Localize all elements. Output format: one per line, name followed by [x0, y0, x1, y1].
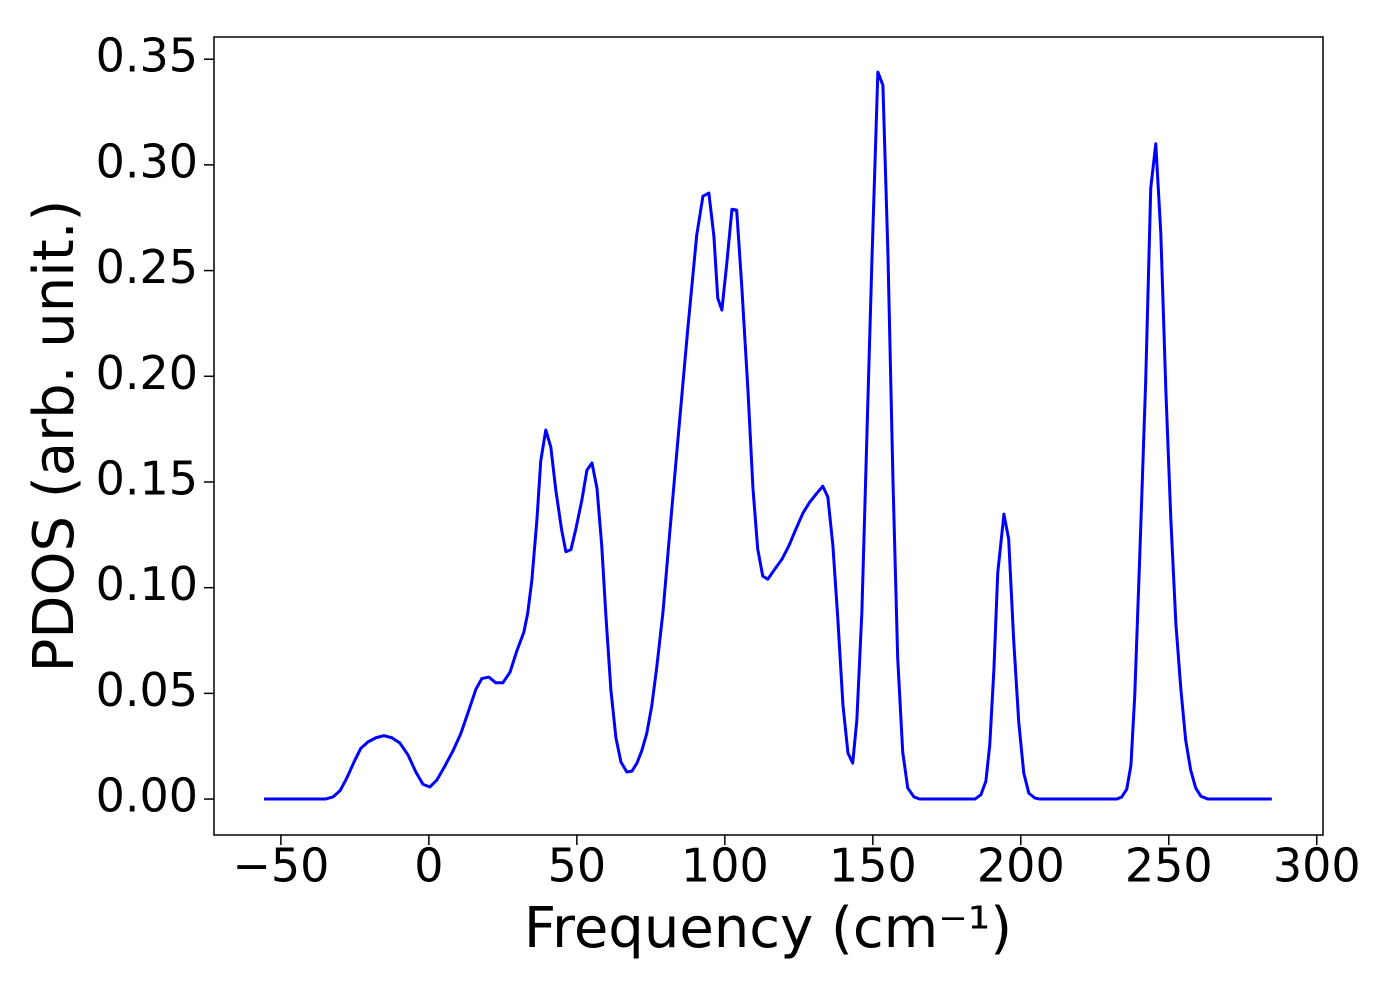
x-axis-label: Frequency (cm⁻¹) — [524, 896, 1012, 961]
x-tick-label: 0 — [414, 839, 443, 893]
y-tick-label: 0.05 — [96, 663, 198, 717]
y-tick-label: 0.35 — [96, 29, 198, 83]
x-tick-label: 250 — [1125, 839, 1213, 893]
y-axis-label: PDOS (arb. unit.) — [22, 200, 87, 673]
x-tick-label: 200 — [977, 839, 1065, 893]
x-tick-label: 100 — [681, 839, 769, 893]
y-tick-label: 0.25 — [96, 240, 198, 294]
y-tick-label: 0.30 — [96, 134, 198, 188]
x-tick-label: 50 — [548, 839, 607, 893]
x-tick-label: 300 — [1273, 839, 1361, 893]
y-tick-label: 0.20 — [96, 346, 198, 400]
y-tick-label: 0.00 — [96, 769, 198, 823]
plot-frame — [213, 36, 1324, 836]
x-tick-label: −50 — [232, 839, 329, 893]
y-tick-label: 0.10 — [96, 557, 198, 611]
x-tick-label: 150 — [829, 839, 917, 893]
y-tick-label: 0.15 — [96, 451, 198, 505]
data-line — [264, 70, 1272, 801]
